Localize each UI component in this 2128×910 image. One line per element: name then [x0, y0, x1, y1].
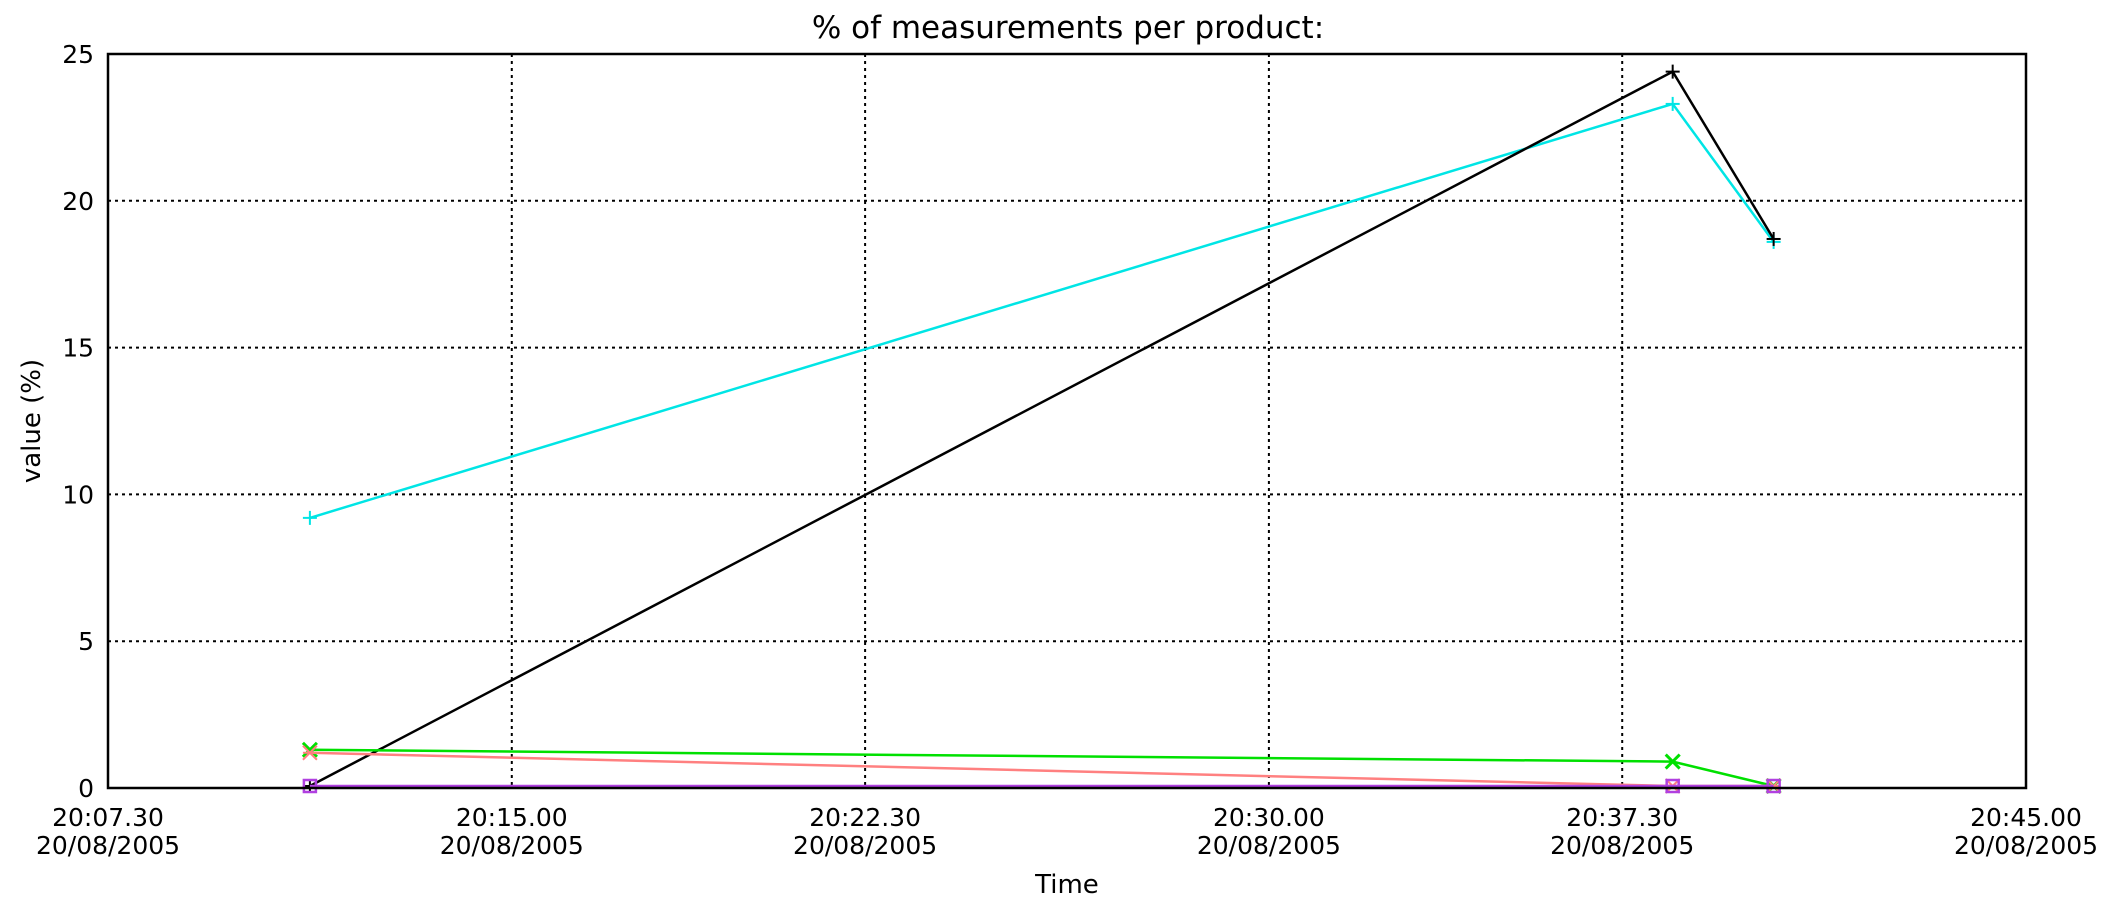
point-marker [301, 741, 318, 758]
ticks: 20:07.3020/08/200520:15.0020/08/200520:2… [36, 40, 2098, 860]
series-1 [302, 96, 1781, 525]
series-line [309, 751, 1774, 788]
x-tick-date: 20/08/2005 [440, 831, 584, 860]
x-tick-time: 20:37.30 [1566, 803, 1678, 832]
y-tick-label: 5 [78, 627, 94, 656]
series-line [309, 748, 1774, 788]
series-line [309, 69, 1775, 788]
series-line [309, 102, 1775, 520]
x-tick-time: 20:07.30 [52, 803, 164, 832]
chart-title: % of measurements per product: [812, 10, 1324, 46]
y-tick-label: 25 [62, 40, 94, 69]
x-tick-date: 20/08/2005 [1954, 831, 2098, 860]
point-marker [302, 778, 318, 794]
x-tick-date: 20/08/2005 [1197, 831, 1341, 860]
y-tick-label: 20 [62, 187, 94, 216]
grid [108, 54, 2026, 788]
x-tick-date: 20/08/2005 [36, 831, 180, 860]
x-tick-time: 20:30.00 [1213, 803, 1325, 832]
y-tick-label: 10 [62, 480, 94, 509]
x-tick-time: 20:45.00 [1970, 803, 2082, 832]
point-marker [1664, 753, 1681, 770]
plot-frame [106, 52, 2028, 790]
x-tick-time: 20:22.30 [809, 803, 921, 832]
series-5 [302, 778, 1781, 794]
x-tick-time: 20:15.00 [456, 803, 568, 832]
point-marker [1766, 778, 1781, 794]
y-axis-label: value (%) [17, 359, 47, 483]
point-marker [1665, 778, 1680, 794]
y-tick-label: 15 [62, 334, 94, 363]
x-tick-date: 20/08/2005 [793, 831, 937, 860]
x-axis-label: Time [1034, 870, 1099, 900]
series-layer [301, 64, 1782, 795]
series-2 [302, 64, 1781, 793]
x-tick-date: 20/08/2005 [1550, 831, 1694, 860]
y-tick-label: 0 [78, 774, 94, 803]
